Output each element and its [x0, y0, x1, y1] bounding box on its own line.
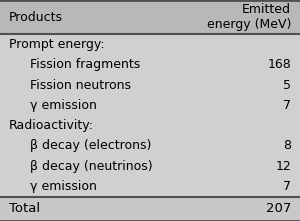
- Text: γ emission: γ emission: [30, 180, 97, 193]
- Text: 168: 168: [267, 58, 291, 71]
- Text: Fission fragments: Fission fragments: [30, 58, 140, 71]
- Text: 7: 7: [283, 180, 291, 193]
- Text: 7: 7: [283, 99, 291, 112]
- Text: Prompt energy:: Prompt energy:: [9, 38, 105, 51]
- Text: γ emission: γ emission: [30, 99, 97, 112]
- Text: 8: 8: [283, 139, 291, 152]
- Text: Fission neutrons: Fission neutrons: [30, 78, 131, 91]
- Text: Total: Total: [9, 202, 40, 215]
- Text: 5: 5: [283, 78, 291, 91]
- Text: β decay (electrons): β decay (electrons): [30, 139, 152, 152]
- Bar: [0, 197, 300, 221]
- Text: Radioactivity:: Radioactivity:: [9, 119, 94, 132]
- Text: 12: 12: [275, 160, 291, 173]
- Bar: [0, 0, 300, 34]
- Text: Emitted
energy (MeV): Emitted energy (MeV): [207, 3, 291, 31]
- Text: Products: Products: [9, 11, 63, 24]
- Text: 207: 207: [266, 202, 291, 215]
- Text: β decay (neutrinos): β decay (neutrinos): [30, 160, 153, 173]
- Bar: [0, 34, 300, 197]
